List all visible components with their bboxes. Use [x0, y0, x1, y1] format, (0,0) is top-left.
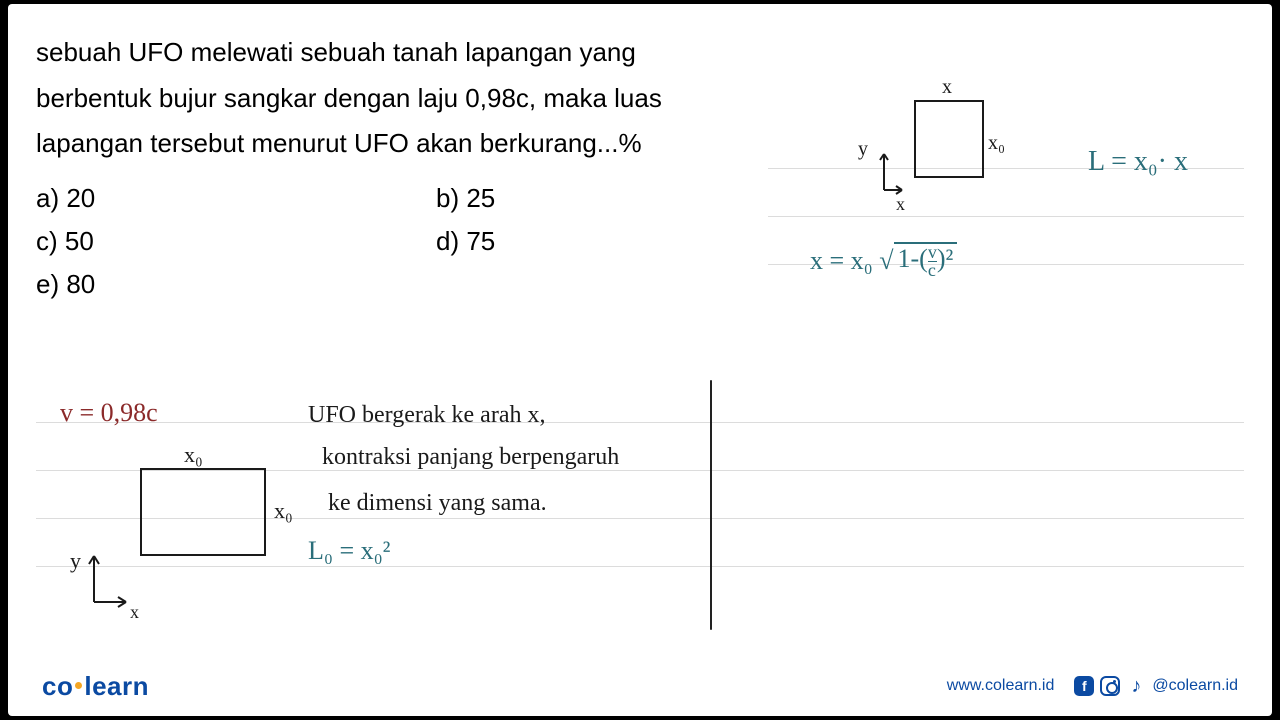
question-line-2: berbentuk bujur sangkar dengan laju 0,98…: [36, 76, 756, 122]
question-line-1: sebuah UFO melewati sebuah tanah lapanga…: [36, 30, 756, 76]
social-icons: f ♪ @colearn.id: [1074, 676, 1238, 696]
note-2: kontraksi panjang berpengaruh: [322, 444, 619, 471]
bottom-left-sketch: x₀ x₀ y x: [74, 450, 294, 620]
top-right-sketch: x x₀ y x: [866, 90, 1036, 220]
footer-handle: @colearn.id: [1152, 677, 1238, 695]
options-block: a) 20 b) 25 c) 50 d) 75 e) 80: [36, 183, 756, 300]
formula-L: L = x₀· x: [1088, 146, 1188, 178]
formula-L0: L₀ = x₀²: [308, 536, 390, 566]
footer: colearn www.colearn.id f ♪ @colearn.id: [8, 656, 1272, 716]
option-e: e) 80: [36, 269, 156, 300]
instagram-icon: [1100, 676, 1120, 696]
vertical-divider: [710, 380, 712, 630]
velocity-text: v = 0,98c: [60, 398, 158, 428]
logo-dot-icon: [75, 682, 82, 689]
lined-paper: v = 0,98c x₀ x₀ y x UFO bergerak ke arah…: [8, 380, 1272, 640]
page-container: sebuah UFO melewati sebuah tanah lapanga…: [8, 4, 1272, 716]
label-x-bl: x: [130, 602, 139, 623]
label-y-bl: y: [70, 548, 81, 574]
label-y-top: y: [858, 138, 868, 161]
label-x0-right-bl: x₀: [274, 498, 293, 524]
label-x0-right: x₀: [988, 132, 1005, 155]
logo-learn: learn: [84, 671, 149, 701]
label-x0-top-bl: x₀: [184, 442, 203, 468]
tiktok-icon: ♪: [1126, 676, 1146, 696]
option-a: a) 20: [36, 183, 156, 214]
note-1: UFO bergerak ke arah x,: [308, 402, 545, 429]
label-x-top: x: [942, 76, 952, 99]
logo-co: co: [42, 671, 73, 701]
question-line-3: lapangan tersebut menurut UFO akan berku…: [36, 121, 756, 167]
option-d: d) 75: [436, 226, 556, 257]
option-c: c) 50: [36, 226, 156, 257]
formula-x: x = x₀ √1-(vc)²: [810, 246, 957, 280]
facebook-icon: f: [1074, 676, 1094, 696]
option-b: b) 25: [436, 183, 556, 214]
question-block: sebuah UFO melewati sebuah tanah lapanga…: [36, 30, 756, 312]
label-x-axis-top: x: [896, 194, 905, 215]
note-3: ke dimensi yang sama.: [328, 490, 547, 517]
logo: colearn: [42, 671, 149, 702]
footer-url: www.colearn.id: [947, 677, 1055, 695]
footer-right: www.colearn.id f ♪ @colearn.id: [947, 676, 1238, 696]
